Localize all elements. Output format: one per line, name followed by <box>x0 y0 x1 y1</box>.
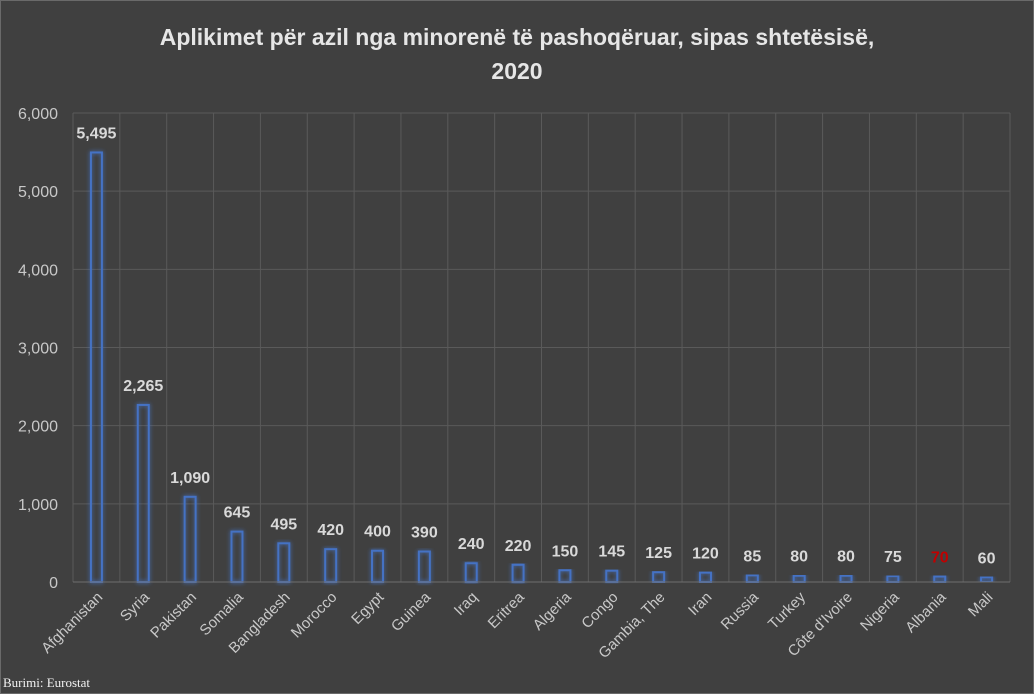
data-label: 420 <box>317 522 344 539</box>
x-tick-label: Congo <box>578 589 621 632</box>
data-label: 240 <box>458 536 485 553</box>
x-tick-label: Syria <box>117 588 154 625</box>
data-label: 1,090 <box>170 470 210 487</box>
x-tick-label: Algeria <box>530 588 576 634</box>
data-label: 645 <box>224 505 251 522</box>
data-label: 80 <box>837 549 855 566</box>
x-tick-label: Mali <box>965 589 996 620</box>
data-label: 495 <box>270 516 297 533</box>
bar <box>511 563 525 584</box>
chart-title: Aplikimet për azil nga minorenë të pasho… <box>159 24 875 84</box>
y-tick-label: 0 <box>49 575 58 592</box>
x-tick-label: Turkey <box>765 588 809 632</box>
y-tick-label: 1,000 <box>18 497 58 514</box>
bar <box>745 574 759 584</box>
bar <box>605 569 619 583</box>
data-label: 75 <box>884 549 902 566</box>
y-tick-label: 2,000 <box>18 419 58 436</box>
x-tick-label: Afghanistan <box>38 589 106 657</box>
bar <box>464 562 478 583</box>
x-tick-label: Pakistan <box>147 589 200 642</box>
y-tick-label: 6,000 <box>18 106 58 123</box>
bar <box>933 575 947 583</box>
data-label: 2,265 <box>123 378 163 395</box>
data-label: 390 <box>411 525 438 542</box>
y-tick-label: 4,000 <box>18 262 58 279</box>
data-label: 145 <box>598 544 625 561</box>
bar <box>417 550 431 584</box>
bar <box>792 574 806 583</box>
bar <box>89 151 103 584</box>
data-label: 60 <box>978 550 996 567</box>
data-label: 70 <box>931 550 949 567</box>
bar <box>886 575 900 584</box>
data-label: 120 <box>692 546 719 563</box>
bar <box>277 542 291 583</box>
source-note: Burimi: Eurostat <box>3 675 91 690</box>
data-label: 150 <box>552 543 579 560</box>
x-tick-label: Russia <box>718 588 763 633</box>
data-label: 5,495 <box>76 125 116 142</box>
y-tick-label: 3,000 <box>18 341 58 358</box>
y-tick-label: 5,000 <box>18 184 58 201</box>
x-tick-label: Guinea <box>388 588 435 635</box>
bar <box>839 574 853 583</box>
data-label: 125 <box>645 545 672 562</box>
x-tick-label: Nigeria <box>857 588 903 634</box>
bar <box>136 403 150 584</box>
bar <box>183 495 197 584</box>
bar <box>371 549 385 584</box>
data-label: 80 <box>790 549 808 566</box>
x-tick-label: Albania <box>902 588 950 636</box>
x-tick-label: Iran <box>685 589 715 619</box>
bar <box>558 569 572 584</box>
x-tick-label: Egypt <box>348 588 388 628</box>
bar <box>980 576 994 583</box>
x-tick-label: Eritrea <box>485 588 529 632</box>
bar <box>698 571 712 583</box>
bar <box>230 530 244 584</box>
bar <box>324 548 338 583</box>
data-label: 220 <box>505 538 532 555</box>
bar <box>652 571 666 584</box>
data-label: 400 <box>364 524 391 541</box>
data-label: 85 <box>743 548 761 565</box>
x-tick-label: Iraq <box>451 589 481 619</box>
x-tick-label: Morocco <box>288 589 341 642</box>
